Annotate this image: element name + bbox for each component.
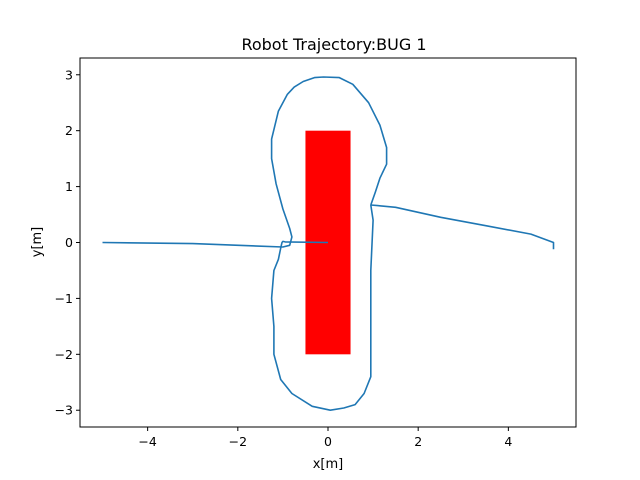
trajectory-segment-3	[370, 204, 555, 250]
y-axis: −3 −2 −1 0 1 2 3	[55, 67, 80, 418]
x-tick-label: −4	[138, 434, 156, 449]
x-tick-label: 4	[504, 434, 512, 449]
x-tick-label: 0	[324, 434, 332, 449]
y-tick-label: 3	[65, 67, 73, 82]
y-tick-label: 2	[65, 123, 73, 138]
y-tick-label: 0	[65, 235, 73, 250]
chart-title: Robot Trajectory:BUG 1	[241, 35, 426, 54]
trajectory-segment-2	[270, 204, 374, 412]
plot-area	[102, 76, 555, 412]
trajectory-segment-1	[102, 76, 388, 248]
x-tick-label: 2	[414, 434, 422, 449]
y-tick-label: −3	[55, 403, 73, 418]
x-axis: −4 −2 0 2 4	[138, 427, 512, 449]
y-tick-label: −1	[55, 291, 73, 306]
y-tick-label: 1	[65, 179, 73, 194]
y-axis-label: y[m]	[30, 227, 45, 258]
x-axis-label: x[m]	[313, 457, 344, 472]
y-tick-label: −2	[55, 347, 73, 362]
x-tick-label: −2	[229, 434, 247, 449]
